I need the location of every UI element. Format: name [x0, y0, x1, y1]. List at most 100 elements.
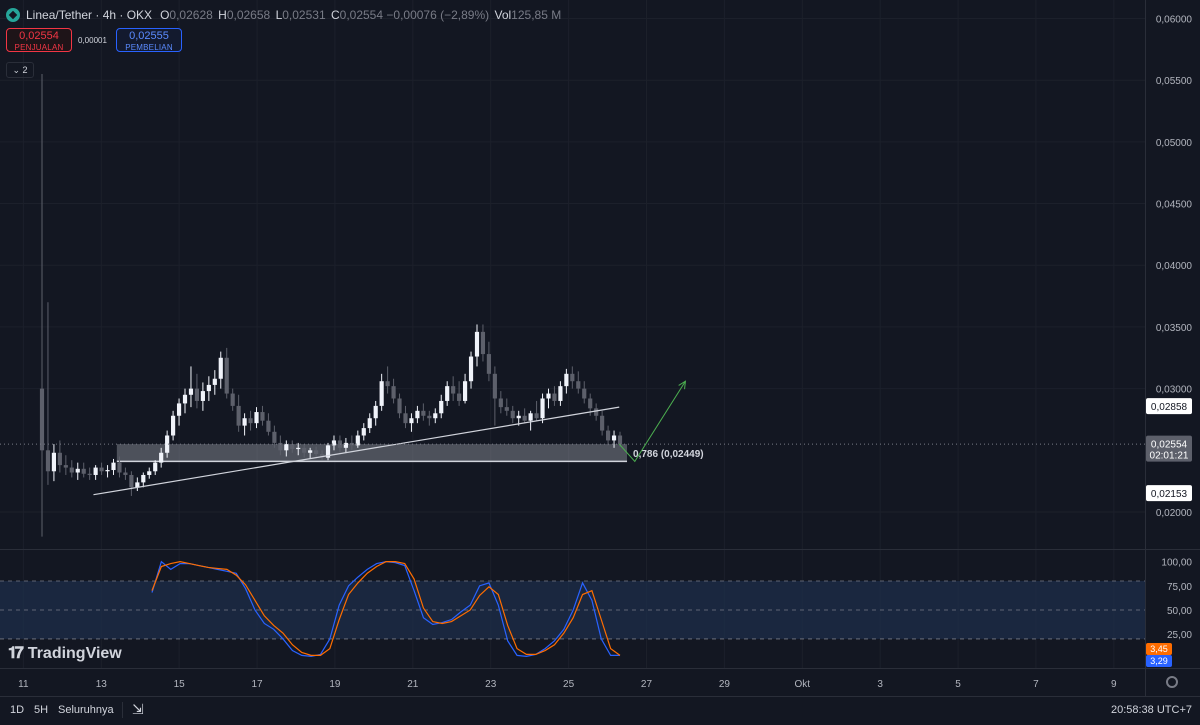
goto-date-icon[interactable]: ⇲	[132, 701, 144, 717]
candle-body	[69, 467, 74, 473]
candle-body	[176, 403, 182, 416]
open-label: O	[160, 8, 170, 22]
candle-body	[534, 413, 539, 419]
volume-label: Vol	[494, 8, 512, 22]
sell-button[interactable]: 0,02554 PENJUALAN	[6, 28, 72, 52]
price-axis[interactable]: 0,06000 0,05500 0,05000 0,04500 0,04000 0,035…	[1156, 15, 1193, 519]
candle-body	[600, 415, 605, 431]
price-label-box	[1146, 485, 1192, 502]
clock-time[interactable]: 20:58:38 UTC+7	[1110, 704, 1192, 716]
candle-body	[224, 357, 229, 394]
linea-logo-icon	[6, 8, 20, 22]
buy-button[interactable]: 0,02555 PEMBELIAN	[116, 28, 182, 52]
candle-body	[296, 447, 301, 450]
stoch-d-line	[151, 561, 621, 656]
time-axis[interactable]: 11 13 15 17 19 21 23 25 27 29 Okt 3 5 7 9	[18, 679, 1117, 690]
stoch-tick-label: 100,00	[1161, 558, 1192, 569]
time-tick-label: Okt	[794, 679, 810, 690]
candle-body	[99, 467, 104, 472]
candle-body	[272, 431, 277, 443]
candle-body	[111, 462, 116, 471]
candle-body	[337, 440, 343, 448]
time-tick-label: 27	[641, 679, 653, 690]
candle-body	[474, 331, 480, 357]
candle-body	[93, 467, 98, 475]
time-tick-label: 29	[719, 679, 731, 690]
price-tick-label: 0,05500	[1156, 76, 1193, 87]
tradingview-logo[interactable]: 𝟏𝟕 TradingView	[8, 645, 122, 663]
candle-body	[528, 413, 533, 421]
candle-body	[230, 393, 235, 406]
candle-body	[266, 420, 271, 432]
candle-body	[552, 393, 557, 401]
candle-body	[51, 452, 57, 472]
candle-body	[480, 331, 486, 355]
stochastic-axis[interactable]: 100,00 75,00 50,00 25,00 3,45 3,29	[1146, 558, 1192, 667]
low-label: L	[275, 8, 283, 22]
candle-body	[433, 413, 438, 419]
time-tick-label: 25	[563, 679, 575, 690]
candle-body	[105, 470, 110, 472]
close-label: C	[330, 8, 340, 22]
buy-label: PEMBELIAN	[125, 43, 173, 52]
time-tick-label: 17	[251, 679, 263, 690]
candle-body	[391, 386, 396, 399]
candle-body	[81, 468, 86, 474]
ascending-trendline	[93, 406, 620, 496]
candle-body	[558, 386, 563, 401]
stoch-value-label: 3,29	[1150, 656, 1168, 666]
time-tick-label: 7	[1033, 679, 1039, 690]
candle-body	[486, 354, 491, 374]
candle-body	[319, 454, 325, 458]
range-all-button[interactable]: Seluruhnya	[58, 704, 114, 716]
chart-settings-icon[interactable]	[1166, 676, 1178, 688]
candle-body	[492, 373, 497, 399]
candle-body	[129, 474, 134, 488]
price-tick-label: 0,04500	[1156, 200, 1193, 211]
candle-body	[397, 398, 402, 414]
candle-body	[343, 442, 348, 448]
candle-body	[165, 435, 170, 453]
annotation-layer: 0,786 (0,02449)	[0, 380, 1145, 496]
candle-body	[218, 357, 223, 379]
grid-lines	[0, 0, 1145, 668]
time-tick-label: 5	[955, 679, 961, 690]
candle-body	[582, 388, 587, 399]
candle-body	[415, 410, 420, 419]
low-value: 0,02531	[282, 8, 326, 22]
candle-body	[373, 405, 378, 419]
spread-value: 0,00001	[78, 36, 107, 45]
candle-body	[57, 452, 62, 466]
time-tick-label: 19	[329, 679, 341, 690]
symbol-title[interactable]: Linea/Tether · 4h · OKX	[26, 8, 153, 22]
candle-body	[546, 393, 551, 399]
range-5h-button[interactable]: 5H	[34, 704, 49, 716]
range-1d-button[interactable]: 1D	[10, 704, 25, 716]
candle-body	[302, 447, 307, 453]
candle-body	[147, 471, 152, 475]
candle-body	[236, 405, 241, 426]
candle-body	[123, 472, 128, 475]
candle-body	[206, 384, 211, 392]
candle-body	[522, 415, 527, 421]
candle-body	[39, 388, 45, 451]
time-tick-label: 3	[877, 679, 883, 690]
candle-body	[331, 440, 337, 446]
candle-body	[445, 386, 450, 401]
candle-body	[498, 398, 503, 408]
candle-body	[314, 450, 319, 455]
candle-body	[290, 444, 295, 450]
price-label-box	[1146, 435, 1192, 462]
price-tick-label: 0,03500	[1156, 323, 1193, 334]
price-label-value: 0,02554	[1151, 440, 1188, 451]
indicator-collapse-button[interactable]: ⌄ 2	[6, 62, 34, 78]
stoch-tick-label: 50,00	[1167, 606, 1192, 617]
candle-body	[278, 442, 283, 451]
support-zone-layer	[116, 444, 628, 463]
chart-canvas[interactable]: 0,786 (0,02449) 0,060000,055000,050000,0…	[0, 0, 1200, 697]
high-label: H	[218, 8, 227, 22]
candle-body	[200, 391, 205, 401]
candle-body	[153, 462, 158, 472]
bottom-toolbar: 1D 5H Seluruhnya ⇲ 20:58:38 UTC+7	[0, 696, 1200, 725]
